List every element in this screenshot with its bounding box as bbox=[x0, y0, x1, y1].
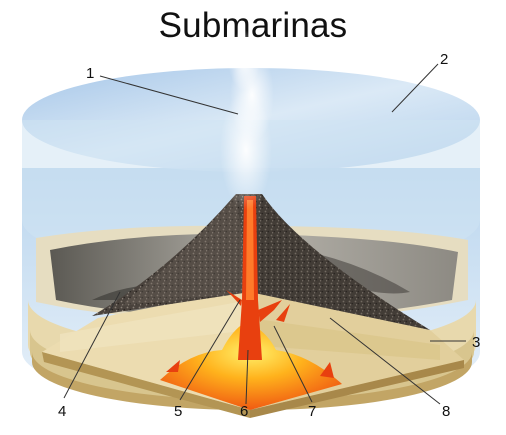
label-3: 3 bbox=[472, 334, 480, 351]
label-8: 8 bbox=[442, 403, 450, 420]
volcanic-cone bbox=[92, 194, 430, 330]
label-2: 2 bbox=[440, 51, 448, 68]
steam-plume bbox=[220, 30, 274, 210]
label-5: 5 bbox=[174, 403, 182, 420]
label-1: 1 bbox=[86, 65, 94, 82]
label-6: 6 bbox=[240, 403, 248, 420]
label-7: 7 bbox=[308, 403, 316, 420]
magma-system bbox=[160, 196, 342, 410]
leader-lines bbox=[63, 63, 466, 405]
label-4: 4 bbox=[58, 403, 66, 420]
